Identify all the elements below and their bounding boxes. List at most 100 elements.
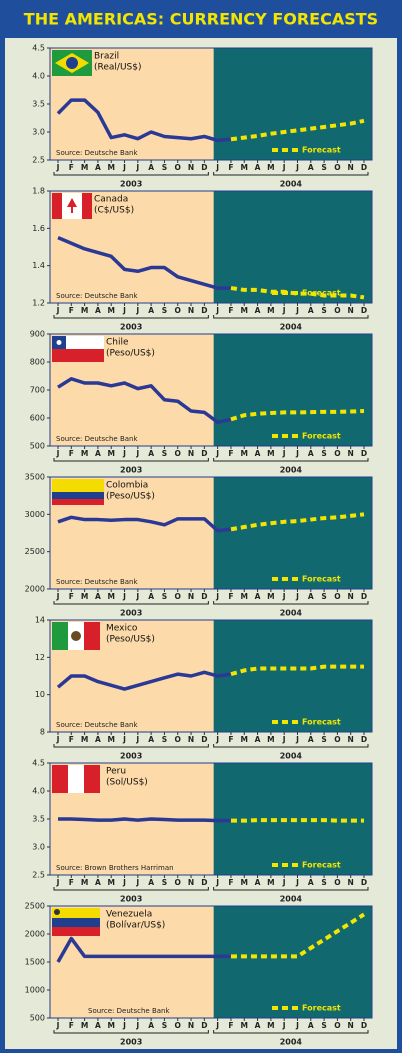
legend-label: Forecast xyxy=(302,1004,341,1013)
source: Source: Deutsche Bank xyxy=(56,149,138,157)
x-tick-label: J xyxy=(56,735,60,744)
forecast-line xyxy=(230,664,364,677)
plot-forecast-bg xyxy=(213,191,372,303)
source: Source: Deutsche Bank xyxy=(56,435,138,443)
y-tick-label: 2000 xyxy=(25,930,45,939)
chart-title: Canada xyxy=(94,195,128,205)
x-tick-label: J xyxy=(135,306,139,315)
y-tick-label: 4.0 xyxy=(32,72,45,81)
y-tick-label: 3.0 xyxy=(32,843,45,852)
x-tick-label: N xyxy=(188,163,194,172)
y-tick-label: 500 xyxy=(30,1014,45,1023)
flag xyxy=(52,479,104,492)
x-tick-label: J xyxy=(56,163,60,172)
x-tick-label: J xyxy=(215,449,219,458)
flag xyxy=(54,909,60,915)
x-tick-label: O xyxy=(334,449,340,458)
year-label: 2004 xyxy=(280,895,303,904)
x-tick-label: S xyxy=(321,592,326,601)
flag xyxy=(84,765,100,793)
x-tick-label: S xyxy=(162,592,167,601)
x-tick-label: S xyxy=(162,306,167,315)
y-tick-label: 3.5 xyxy=(32,815,45,824)
x-tick-label: A xyxy=(255,592,261,601)
plot-forecast-bg xyxy=(213,477,372,589)
x-tick-label: N xyxy=(188,592,194,601)
page-title: THE AMERICAS: CURRENCY FORECASTS xyxy=(24,10,378,29)
x-tick-label: F xyxy=(69,878,74,887)
chart-subtitle: (Peso/US$) xyxy=(106,492,155,502)
y-tick-label: 1.6 xyxy=(32,224,45,233)
y-tick-label: 3000 xyxy=(25,510,45,519)
x-tick-label: D xyxy=(201,306,207,315)
y-tick-label: 1.8 xyxy=(32,187,45,196)
x-tick-label: D xyxy=(201,735,207,744)
x-tick-label: S xyxy=(321,1021,326,1030)
x-tick-label: M xyxy=(267,878,274,887)
x-tick-label: S xyxy=(162,878,167,887)
year-bracket xyxy=(213,172,369,176)
plot-border xyxy=(49,619,373,733)
x-tick-label: S xyxy=(162,1021,167,1030)
year-bracket xyxy=(53,172,209,176)
x-tick-label: A xyxy=(95,592,101,601)
flag xyxy=(56,340,62,345)
forecast-line xyxy=(230,286,365,300)
x-tick-label: N xyxy=(348,592,354,601)
legend-label: Forecast xyxy=(302,861,341,870)
chart-title: Mexico xyxy=(106,624,138,634)
x-tick-label: S xyxy=(321,735,326,744)
x-tick-label: F xyxy=(69,449,74,458)
history-line xyxy=(58,817,231,823)
x-tick-label: J xyxy=(215,592,219,601)
y-tick-label: 700 xyxy=(30,386,45,395)
x-tick-label: M xyxy=(267,306,274,315)
chart-title: Colombia xyxy=(106,481,148,491)
x-tick-label: J xyxy=(56,592,60,601)
x-tick-label: J xyxy=(282,735,286,744)
x-tick-label: N xyxy=(348,163,354,172)
y-tick-label: 2500 xyxy=(25,547,45,556)
x-tick-label: M xyxy=(81,163,88,172)
source: Source: Deutsche Bank xyxy=(56,578,138,586)
flag xyxy=(67,198,77,213)
forecast-line xyxy=(230,118,365,142)
x-tick-label: N xyxy=(188,878,194,887)
x-tick-label: A xyxy=(148,592,154,601)
x-tick-label: A xyxy=(95,1021,101,1030)
x-tick-label: M xyxy=(241,306,248,315)
y-tick-label: 900 xyxy=(30,330,45,339)
year-label: 2003 xyxy=(120,752,142,761)
x-tick-label: N xyxy=(348,306,354,315)
x-tick-label: M xyxy=(241,1021,248,1030)
x-tick-label: M xyxy=(107,163,114,172)
plot-forecast-bg xyxy=(213,334,372,446)
flag xyxy=(52,918,100,927)
flag xyxy=(84,622,100,650)
x-tick-label: J xyxy=(282,592,286,601)
x-tick-label: M xyxy=(81,1021,88,1030)
x-tick-label: M xyxy=(241,163,248,172)
x-tick-label: J xyxy=(295,1021,299,1030)
flag xyxy=(52,622,68,650)
x-tick-label: D xyxy=(201,449,207,458)
x-tick-label: A xyxy=(95,878,101,887)
x-tick-label: J xyxy=(135,592,139,601)
x-tick-label: F xyxy=(228,449,233,458)
forecast-line xyxy=(230,818,364,823)
x-tick-label: A xyxy=(308,735,314,744)
x-tick-label: A xyxy=(148,163,154,172)
x-tick-label: O xyxy=(175,306,181,315)
x-tick-label: A xyxy=(308,878,314,887)
legend-label: Forecast xyxy=(302,575,341,584)
x-tick-label: A xyxy=(308,163,314,172)
y-tick-label: 1.4 xyxy=(32,261,45,270)
x-tick-label: S xyxy=(321,878,326,887)
x-tick-label: M xyxy=(107,735,114,744)
x-tick-label: D xyxy=(361,735,367,744)
y-tick-label: 4.5 xyxy=(32,759,45,768)
flag xyxy=(52,908,100,918)
x-tick-label: O xyxy=(334,306,340,315)
x-tick-label: M xyxy=(107,1021,114,1030)
x-tick-label: S xyxy=(321,306,326,315)
